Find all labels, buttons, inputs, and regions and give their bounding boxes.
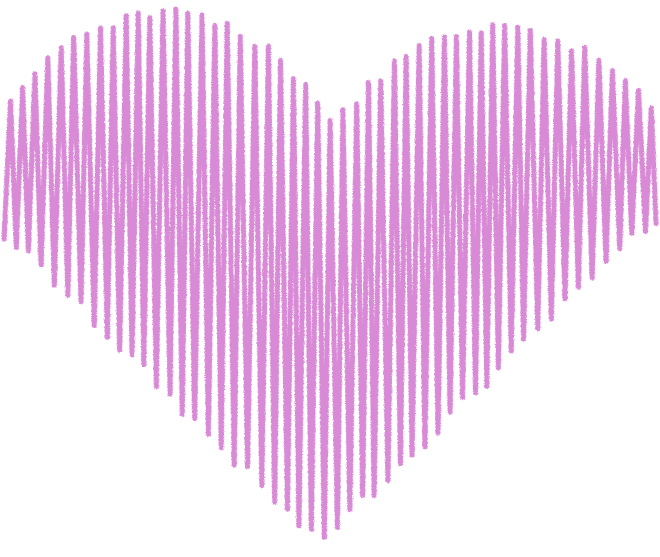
scribble-strokes — [1, 6, 659, 540]
zigzag-crayon-stroke — [1, 6, 659, 540]
zigzag-crayon-texture-stroke — [4, 11, 659, 540]
